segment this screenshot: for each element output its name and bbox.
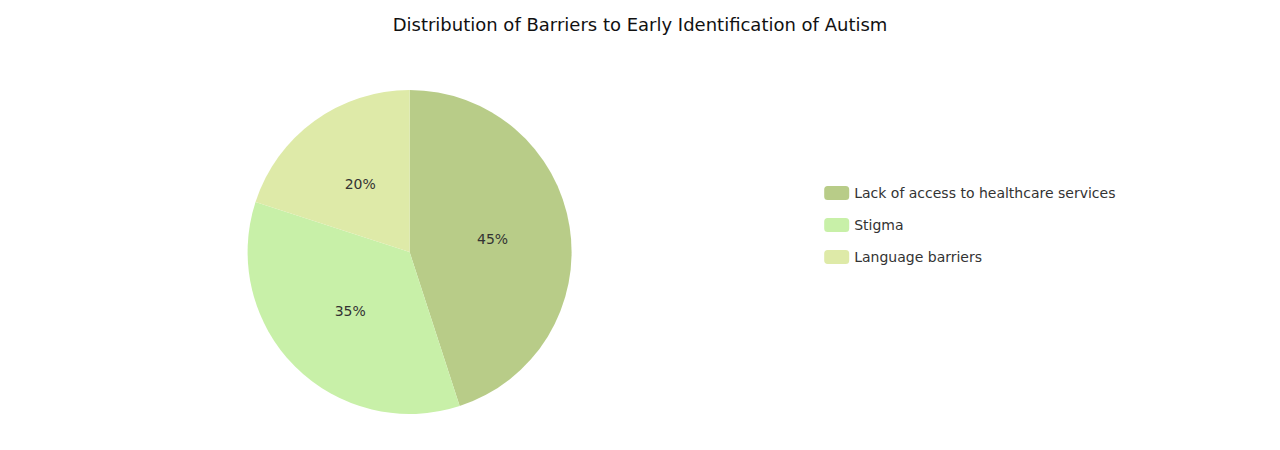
- svg-text:45%: 45%: [477, 231, 508, 247]
- svg-text:Language barriers: Language barriers: [854, 249, 982, 265]
- svg-text:35%: 35%: [335, 303, 366, 319]
- svg-text:Stigma: Stigma: [854, 217, 903, 233]
- svg-text:20%: 20%: [345, 176, 376, 192]
- svg-text:Lack of access to healthcare s: Lack of access to healthcare services: [854, 185, 1115, 201]
- svg-text:Distribution of Barriers to Ea: Distribution of Barriers to Early Identi…: [393, 14, 888, 35]
